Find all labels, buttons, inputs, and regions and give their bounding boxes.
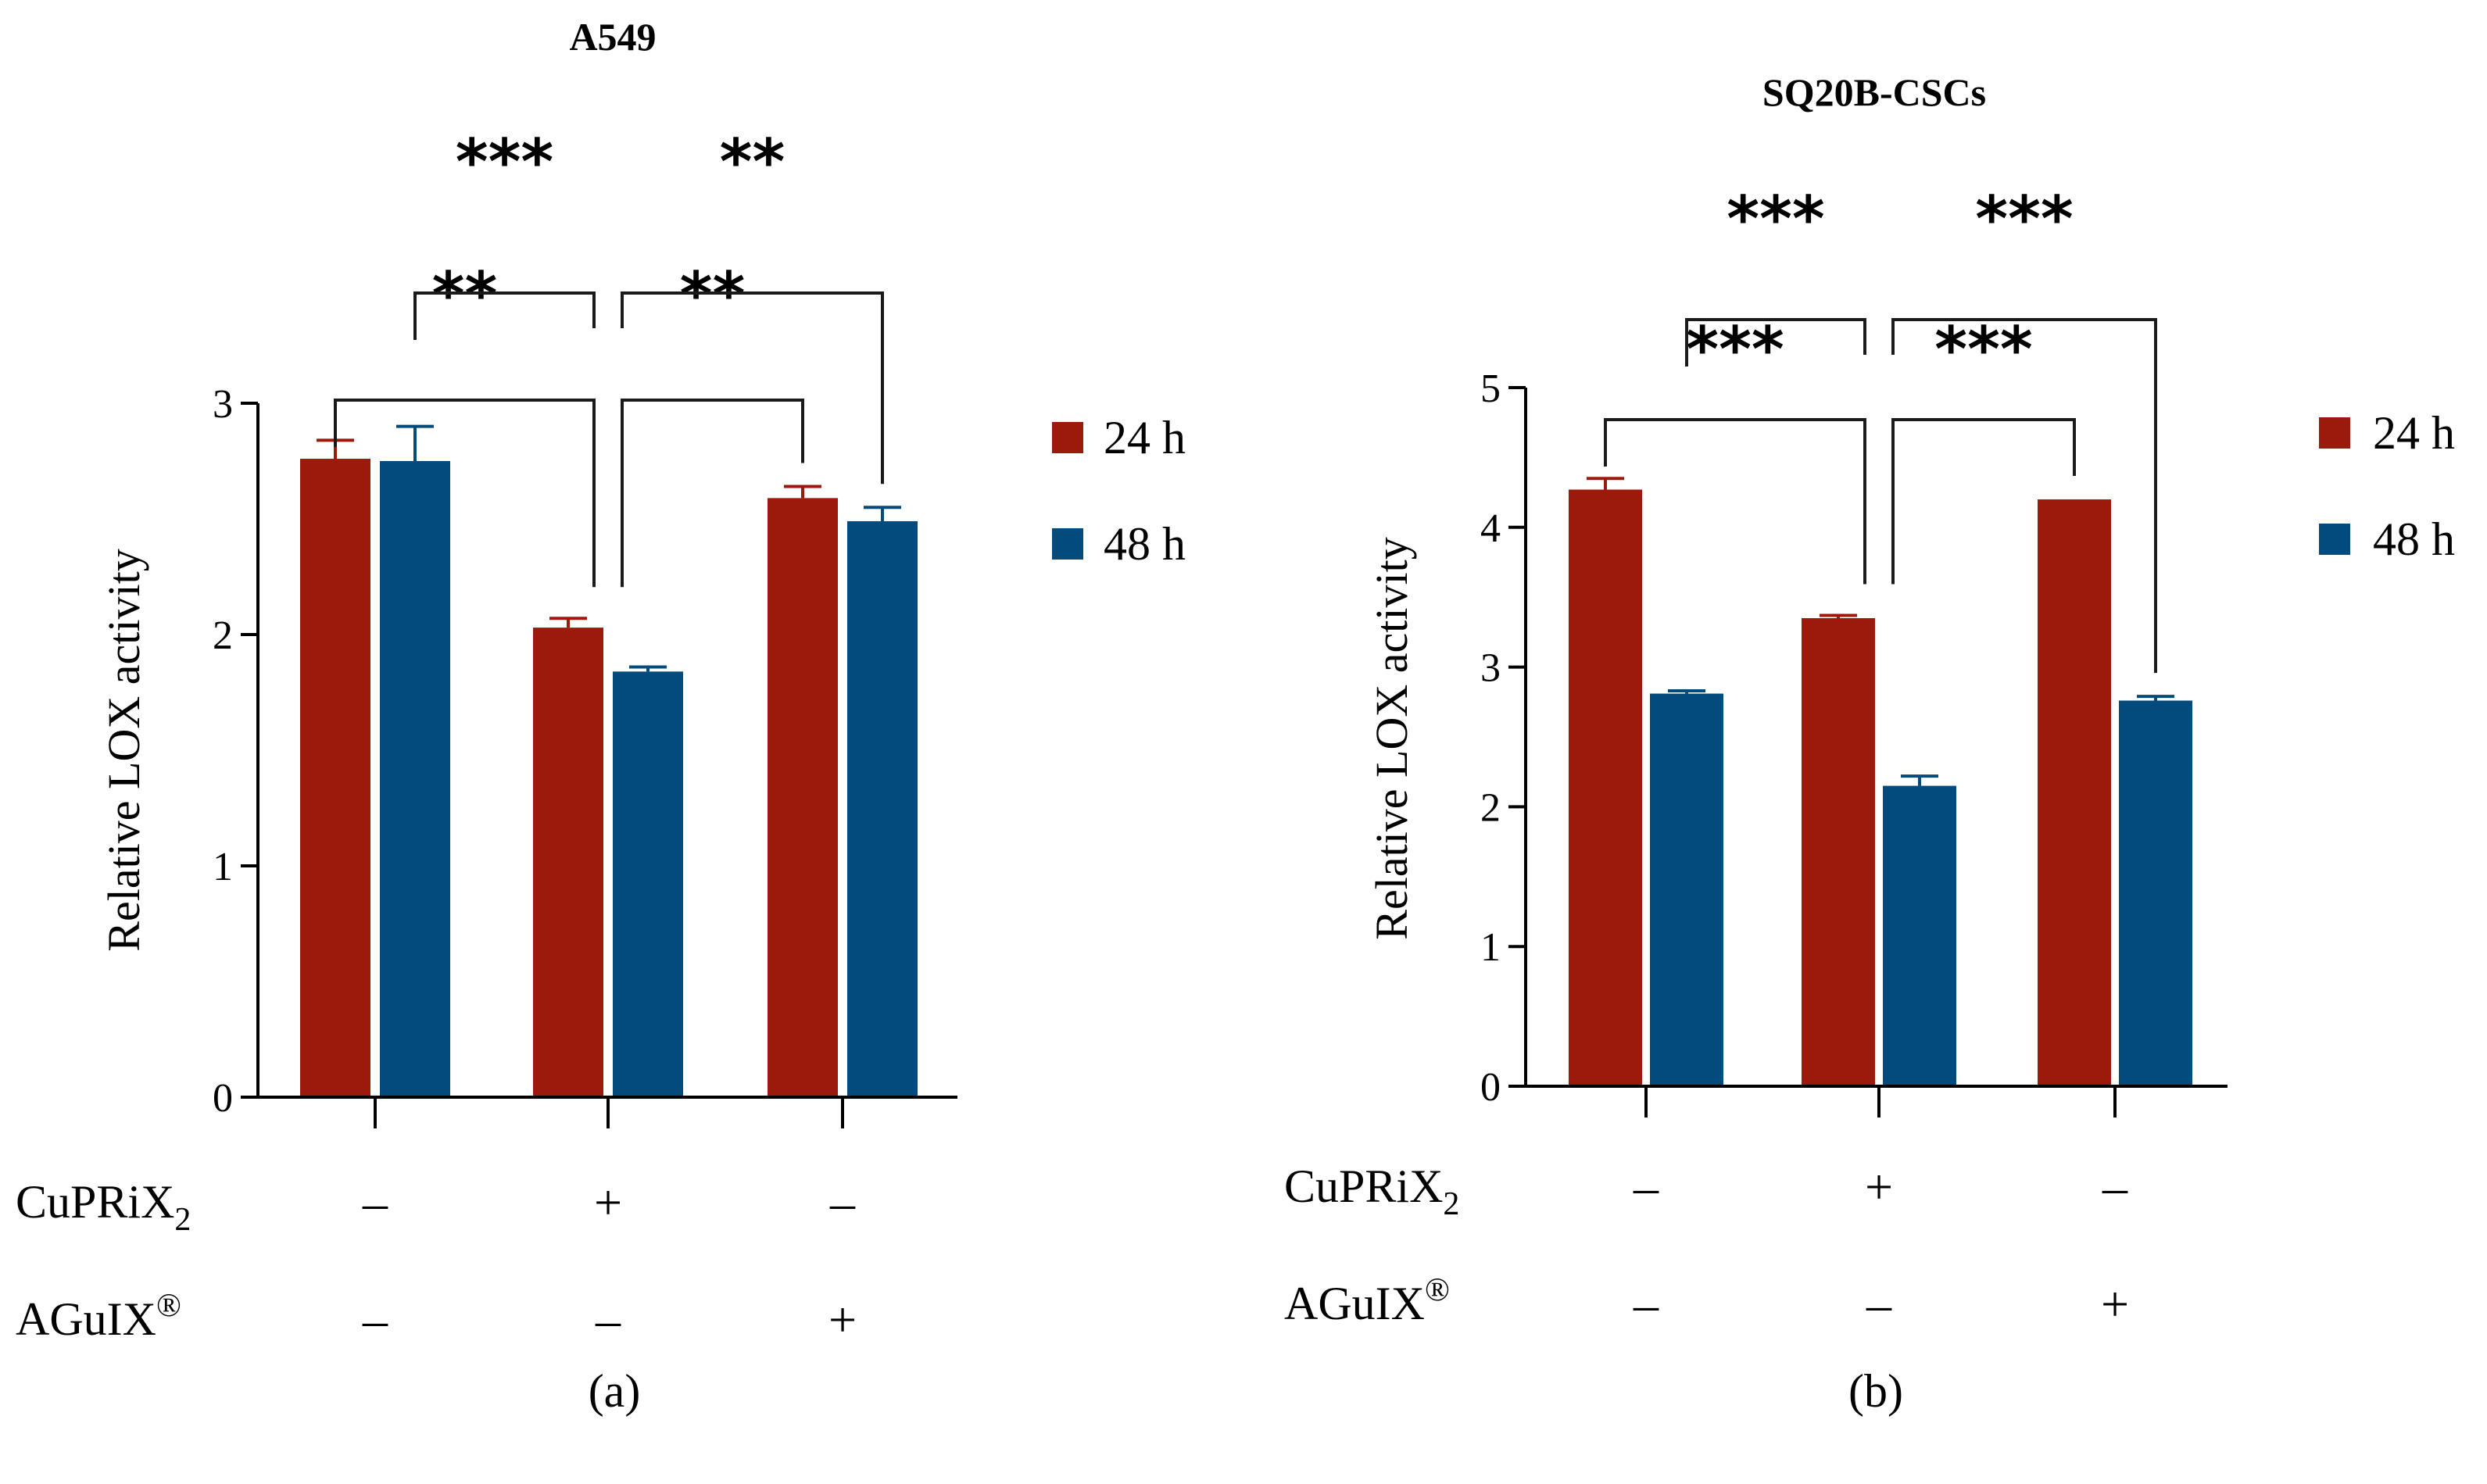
bar-48h-group2 bbox=[1883, 785, 1956, 1086]
legend-swatch-24h bbox=[2319, 417, 2350, 449]
y-tick-label: 4 bbox=[1480, 506, 1501, 551]
bar-24h-group3 bbox=[2038, 499, 2111, 1086]
treatment-sign: + bbox=[594, 1175, 622, 1230]
significance-bracket bbox=[1604, 418, 1866, 585]
y-tick-label: 0 bbox=[213, 1076, 233, 1121]
legend-label: 48 h bbox=[1104, 518, 1186, 570]
legend-swatch-24h bbox=[1052, 422, 1083, 453]
significance-bracket bbox=[621, 399, 804, 588]
chart-sq20b: SQ20B-CSCs 0 1 2 3 4 5 Relative LOX activity ***… bbox=[1284, 70, 2455, 1417]
y-tick-label: 2 bbox=[1480, 785, 1501, 830]
treatment-name: AGuIX bbox=[1284, 1278, 1425, 1329]
y-tick-label: 3 bbox=[1480, 646, 1501, 691]
treatment-name: CuPRiX bbox=[16, 1176, 174, 1228]
significance-bracket bbox=[1891, 418, 2076, 585]
treatment-name: CuPRiX bbox=[1284, 1160, 1443, 1212]
bar-24h-group3 bbox=[768, 498, 838, 1097]
treatment-sign: – bbox=[1633, 1276, 1659, 1332]
significance-label: ** bbox=[432, 259, 498, 331]
legend-label: 24 h bbox=[2373, 407, 2455, 459]
significance-label: ** bbox=[720, 126, 785, 198]
treatment-sign: – bbox=[362, 1175, 388, 1230]
panel-label: (b) bbox=[1848, 1365, 1903, 1417]
legend-swatch-48h bbox=[1052, 528, 1083, 560]
y-tick-label: 0 bbox=[1480, 1065, 1501, 1110]
legend-swatch-48h bbox=[2319, 524, 2350, 555]
treatment-sign: – bbox=[829, 1175, 856, 1230]
bar-48h-group1 bbox=[1650, 693, 1723, 1086]
treatment-sign: – bbox=[1633, 1159, 1659, 1214]
bar-24h-group1 bbox=[300, 459, 370, 1097]
y-axis-label: Relative LOX activity bbox=[98, 549, 149, 951]
legend-label: 48 h bbox=[2373, 513, 2455, 565]
significance-label: *** bbox=[1686, 313, 1784, 386]
treatment-sign: – bbox=[2102, 1159, 2128, 1214]
chart-title: A549 bbox=[569, 15, 656, 59]
y-tick-label: 1 bbox=[213, 845, 233, 889]
significance-label: *** bbox=[1934, 313, 2033, 386]
significance-label: *** bbox=[456, 126, 554, 198]
y-tick-label: 3 bbox=[213, 382, 233, 427]
significance-label: *** bbox=[1975, 183, 2074, 256]
treatment-subscript: 2 bbox=[174, 1202, 191, 1238]
bar-48h-group1 bbox=[380, 461, 450, 1097]
significance-label: *** bbox=[1727, 183, 1825, 256]
y-axis-label: Relative LOX activity bbox=[1366, 537, 1417, 939]
panel-label: (a) bbox=[589, 1365, 641, 1417]
treatment-sign: + bbox=[828, 1292, 857, 1347]
chart-title: SQ20B-CSCs bbox=[1762, 70, 1986, 114]
bar-48h-group3 bbox=[2119, 700, 2192, 1086]
treatment-subscript: 2 bbox=[1443, 1186, 1459, 1222]
treatment-sign: – bbox=[1866, 1276, 1892, 1332]
treatment-sign: + bbox=[2101, 1276, 2129, 1332]
bar-24h-group2 bbox=[533, 628, 603, 1097]
treatment-sign: + bbox=[1865, 1159, 1893, 1214]
treatment-label: AGuIX® bbox=[16, 1288, 181, 1345]
significance-bracket bbox=[621, 291, 884, 485]
significance-bracket bbox=[413, 291, 596, 340]
legend-label: 24 h bbox=[1104, 412, 1186, 463]
significance-label: ** bbox=[680, 259, 746, 331]
bar-48h-group2 bbox=[613, 671, 683, 1097]
treatment-superscript: ® bbox=[156, 1288, 181, 1324]
y-tick-label: 5 bbox=[1480, 367, 1501, 411]
treatment-label: CuPRiX2 bbox=[16, 1176, 191, 1238]
treatment-name: AGuIX bbox=[16, 1293, 156, 1345]
significance-bracket bbox=[334, 399, 596, 588]
bar-24h-group1 bbox=[1569, 489, 1642, 1086]
treatment-sign: – bbox=[362, 1292, 388, 1347]
bar-24h-group2 bbox=[1802, 618, 1875, 1086]
significance-bracket bbox=[1685, 318, 1866, 367]
treatment-sign: – bbox=[595, 1292, 621, 1347]
treatment-label: CuPRiX2 bbox=[1284, 1160, 1459, 1222]
treatment-superscript: ® bbox=[1425, 1272, 1450, 1308]
treatment-label: AGuIX® bbox=[1284, 1272, 1450, 1329]
significance-bracket bbox=[1891, 318, 2157, 674]
y-tick-label: 2 bbox=[213, 613, 233, 658]
bar-48h-group3 bbox=[847, 520, 918, 1097]
y-tick-label: 1 bbox=[1480, 925, 1501, 970]
